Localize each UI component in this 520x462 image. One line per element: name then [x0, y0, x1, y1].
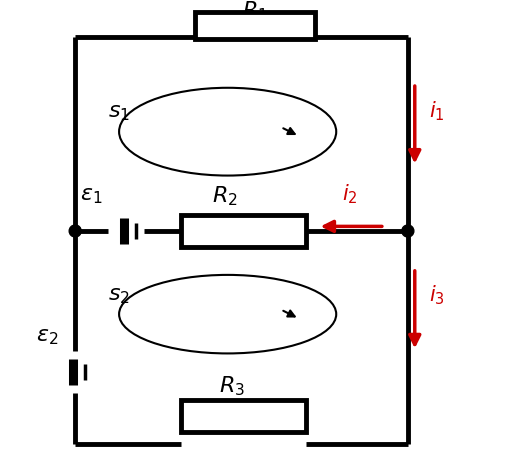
Bar: [196, 12, 316, 39]
Text: $R_2$: $R_2$: [213, 184, 238, 208]
Bar: [181, 400, 306, 432]
Text: $R_3$: $R_3$: [219, 374, 245, 398]
Text: $i_2$: $i_2$: [342, 182, 358, 206]
Text: $s_2$: $s_2$: [108, 286, 130, 306]
Bar: [181, 215, 306, 247]
Circle shape: [402, 225, 414, 237]
Circle shape: [69, 225, 81, 237]
Text: $s_1$: $s_1$: [108, 103, 130, 123]
Text: $i_3$: $i_3$: [428, 284, 445, 308]
Text: $\varepsilon_2$: $\varepsilon_2$: [36, 327, 59, 347]
Text: $i_1$: $i_1$: [428, 99, 444, 123]
Text: $R_1$: $R_1$: [242, 0, 268, 24]
Text: $\varepsilon_1$: $\varepsilon_1$: [80, 186, 102, 207]
